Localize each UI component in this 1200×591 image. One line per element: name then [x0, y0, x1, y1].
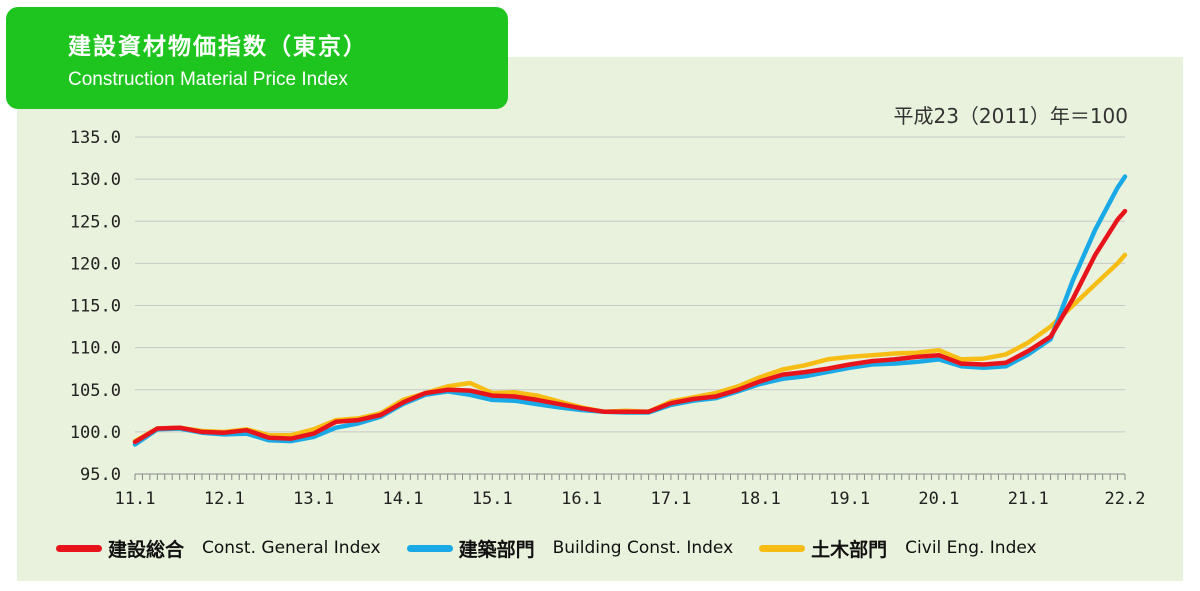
x-tick-label: 17.1 — [650, 489, 691, 509]
legend-label-en: Const. General Index — [202, 538, 381, 558]
y-tick-label: 95.0 — [80, 465, 121, 485]
chart-panel — [17, 57, 1183, 581]
x-tick-label: 16.1 — [561, 489, 602, 509]
chart-subtitle: Construction Material Price Index — [68, 69, 348, 90]
x-tick-label: 20.1 — [918, 489, 959, 509]
x-tick-label: 12.1 — [204, 489, 245, 509]
x-tick-label: 21.1 — [1008, 489, 1049, 509]
base-year-note: 平成23（2011）年＝100 — [893, 104, 1128, 128]
y-tick-label: 100.0 — [70, 423, 121, 443]
x-tick-label: 14.1 — [382, 489, 423, 509]
x-tick-label: 18.1 — [740, 489, 781, 509]
y-tick-label: 105.0 — [70, 381, 121, 401]
legend-label-jp: 建築部門 — [458, 538, 535, 561]
legend-item-general: 建設総合 Const. General Index — [56, 535, 381, 562]
title-banner: 建設資材物価指数（東京） Construction Material Price… — [6, 7, 508, 109]
x-tick-label: 22.2 — [1105, 489, 1146, 509]
legend: 建設総合 Const. General Index 建築部門 Building … — [56, 534, 1063, 562]
x-tick-label: 15.1 — [472, 489, 513, 509]
legend-item-civil: 土木部門 Civil Eng. Index — [759, 535, 1037, 562]
y-tick-label: 130.0 — [70, 170, 121, 190]
x-tick-label: 11.1 — [115, 489, 156, 509]
y-tick-label: 125.0 — [70, 212, 121, 232]
series-line-0 — [132, 208, 1128, 445]
legend-swatch-building — [406, 544, 453, 552]
legend-label-en: Civil Eng. Index — [905, 538, 1037, 558]
y-tick-label: 115.0 — [70, 297, 121, 317]
legend-item-building: 建築部門 Building Const. Index — [406, 535, 734, 562]
y-tick-label: 120.0 — [70, 254, 121, 274]
x-tick-label: 13.1 — [293, 489, 334, 509]
legend-label-en: Building Const. Index — [552, 538, 734, 558]
legend-swatch-civil — [759, 544, 806, 552]
series-line-1 — [132, 174, 1128, 447]
legend-swatch-general — [56, 544, 102, 552]
y-tick-label: 135.0 — [70, 128, 121, 148]
x-tick-label: 19.1 — [829, 489, 870, 509]
legend-label-jp: 土木部門 — [811, 538, 888, 561]
legend-label-jp: 建設総合 — [108, 538, 185, 561]
y-tick-label: 110.0 — [70, 339, 121, 359]
chart-title: 建設資材物価指数（東京） — [68, 34, 368, 60]
